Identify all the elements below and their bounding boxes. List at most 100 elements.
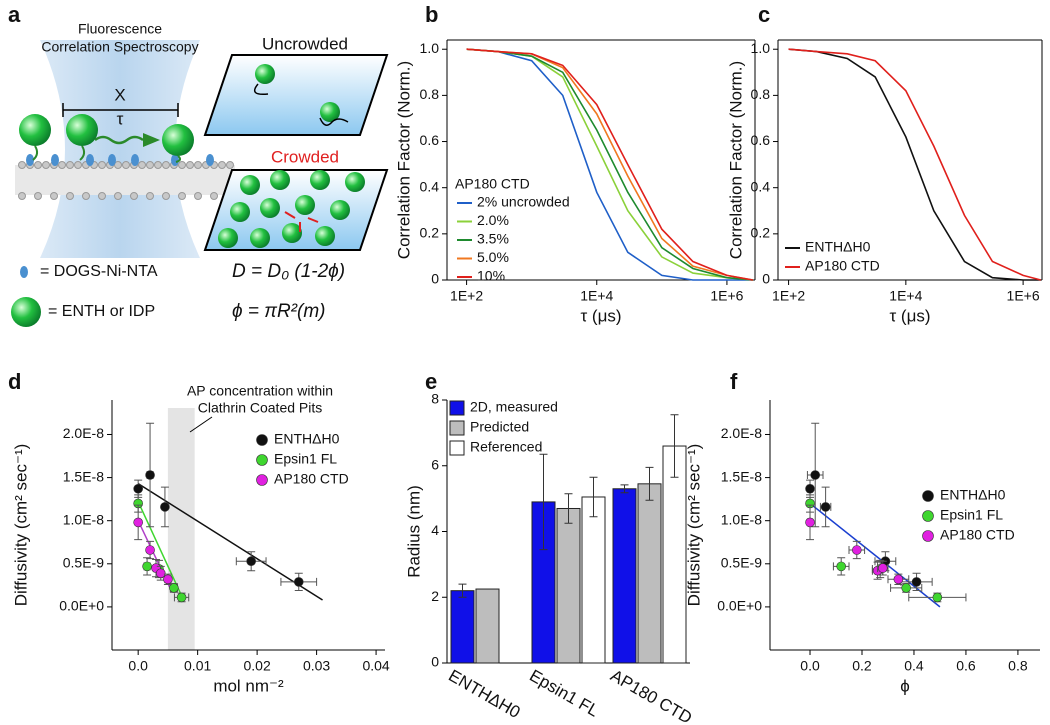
legend-label: Epsin1 FL [274,451,337,467]
y-tick-label: 0.0E+0 [717,598,762,614]
panel-label: b [425,2,438,27]
y-axis-label: Diffusivity (cm² sec⁻¹) [684,444,703,607]
curve [788,48,1041,281]
y-tick-label: 0.5E-9 [63,554,104,570]
legend-label: ENTHΔH0 [274,431,340,447]
y-tick-label: 1.5E-8 [721,468,762,484]
x-axis-label: τ (μs) [889,306,930,325]
legend-label: Predicted [470,419,529,435]
lipid-icon [20,266,28,278]
formula: ϕ = πR²(m) [232,301,325,322]
crowded-label: Crowded [271,147,339,166]
point [163,574,173,585]
point [820,502,831,512]
panel-label: f [730,369,738,394]
x-tick-label: 1E+4 [580,288,613,304]
point [246,556,256,567]
point [145,545,155,555]
curve [466,48,753,281]
y-tick-label: 1.0E-8 [63,511,104,527]
y-axis-label: Diffusivity (cm² sec⁻¹) [11,444,30,607]
legend-title: AP180 CTD [455,176,530,192]
bar [556,507,581,664]
fit-line [809,502,941,608]
point [169,583,179,593]
legend-swatch [449,400,465,416]
panel-label: a [8,2,21,27]
error-bar [564,493,573,524]
collision-arrows [284,211,319,232]
x-tick-label: 0.0 [128,658,148,674]
x-tick-label: 0.04 [362,658,389,674]
y-axis-label: Radius (nm) [404,485,423,578]
point [805,517,815,528]
y-tick-label: 0.8 [751,86,771,102]
y-tick-label: 0.6 [420,132,440,148]
proteins [19,114,194,163]
legend-swatch [256,434,268,446]
motion-arrow [94,135,144,145]
panel-a: a Fluorescence Correlation Spectroscopy … [8,2,389,327]
title-line: Fluorescence [78,21,162,37]
y-tick-label: 6 [431,456,439,472]
x-tick-label: Epsin1 FL [526,666,602,721]
point [176,592,187,603]
y-tick-label: 2.0E-8 [721,425,762,441]
x-tick-label: 1E+2 [450,288,483,304]
legend-swatch [256,454,268,466]
legend-label: AP180 CTD [940,527,1015,543]
crowded-proteins [218,170,365,248]
y-tick-label: 0.0E+0 [59,598,104,614]
y-tick-label: 1.0 [751,40,771,56]
x-tick-label: 0.03 [303,658,330,674]
x-tick-label: 1E+6 [710,288,743,304]
x-tick-label: 0.8 [1008,658,1028,674]
path-arrow [253,83,349,126]
laser-beam [40,40,200,258]
x-axis-label: τ (μs) [580,306,621,325]
y-tick-label: 0.8 [420,86,440,102]
curve [466,48,753,281]
point [133,483,143,494]
legend-label: Epsin1 FL [940,507,1003,523]
fit-line [137,482,323,601]
curve [788,48,1041,281]
annotation: AP concentration within [187,383,333,399]
x-tick-label: ENTHΔH0 [445,666,523,722]
legend-label: 10% [477,268,505,284]
y-axis-label: Correlation Factor (Norm.) [394,61,413,259]
y-tick-label: 2.0E-8 [63,425,104,441]
x-tick-label: 0.01 [184,658,211,674]
lipid-heads [18,161,234,200]
x-tick-label: 0.2 [852,658,872,674]
y-tick-label: 0 [431,654,439,670]
point [155,568,166,579]
protein [320,102,340,122]
bar [662,445,687,664]
annotation: Clathrin Coated Pits [198,400,323,416]
membrane [15,165,235,195]
point [160,502,170,512]
annotation-arrow [189,416,213,433]
y-tick-label: 0 [762,271,770,287]
x-tick-label: 1E+4 [889,288,922,304]
point [145,470,155,480]
bar [450,590,475,664]
legend-label: Referenced [470,439,542,455]
legend-label: 2D, measured [470,399,558,415]
point [851,545,862,555]
protein [255,64,275,84]
error-bar [458,583,467,598]
point [142,561,152,572]
x-tick-label: 1E+2 [772,288,805,304]
bar [581,496,606,664]
y-tick-label: 0.4 [420,178,440,194]
legend-label: 2.0% [477,212,509,228]
uncrowded-plane [203,54,389,136]
legend-swatch [922,490,934,502]
panel-label: c [758,2,770,27]
error-bar [589,476,598,518]
error-bar [539,453,548,551]
ni-nta-lipids [26,154,214,166]
